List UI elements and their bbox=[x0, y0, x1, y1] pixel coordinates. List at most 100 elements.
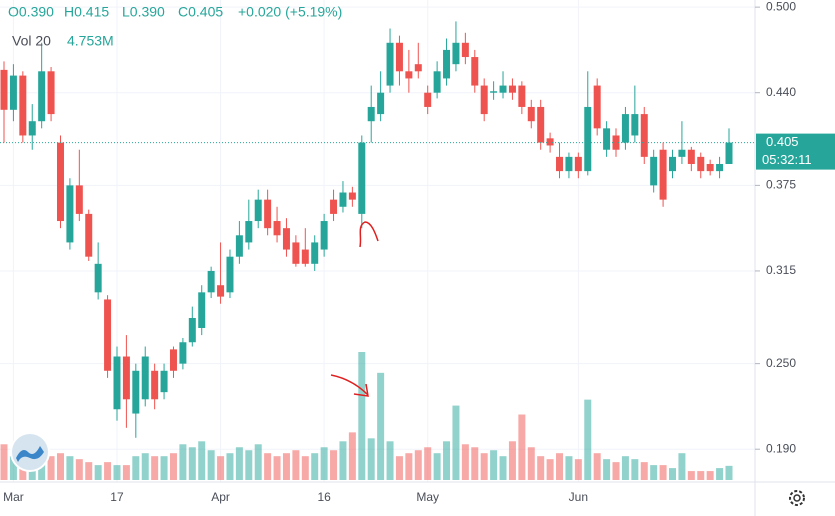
volume-bar bbox=[207, 450, 215, 480]
volume-bar bbox=[480, 453, 488, 480]
volume-bar bbox=[650, 465, 658, 480]
candle-body bbox=[330, 199, 338, 214]
candle-body bbox=[669, 156, 677, 172]
volume-bar bbox=[499, 456, 507, 480]
volume-bar bbox=[546, 459, 554, 480]
volume-bar bbox=[443, 441, 451, 480]
candle-body bbox=[687, 149, 695, 164]
candle-body bbox=[292, 242, 300, 264]
volume-bar bbox=[235, 447, 243, 480]
volume-bar bbox=[141, 453, 149, 480]
gear-outer[interactable] bbox=[789, 490, 805, 506]
candle-body bbox=[75, 185, 83, 214]
candle-body bbox=[706, 163, 714, 172]
candle-body bbox=[659, 149, 667, 200]
annotation-scribble bbox=[359, 221, 379, 248]
logo-circle[interactable] bbox=[10, 432, 50, 472]
volume-bar bbox=[386, 441, 394, 480]
last-price-box bbox=[756, 133, 835, 170]
candle-body bbox=[405, 71, 413, 79]
volume-bar bbox=[640, 462, 648, 480]
x-tick-label: 17 bbox=[110, 490, 124, 504]
y-tick-label: 0.500 bbox=[766, 0, 796, 13]
candle-body bbox=[113, 356, 121, 410]
volume-bar bbox=[160, 456, 168, 480]
volume-bar bbox=[245, 450, 253, 480]
candle-body bbox=[490, 91, 498, 93]
logo[interactable] bbox=[10, 432, 50, 472]
candle-body bbox=[433, 71, 441, 93]
volume-bar bbox=[273, 456, 281, 480]
volume-bar bbox=[414, 450, 422, 480]
header-open: O0.390 bbox=[8, 4, 54, 20]
candle-body bbox=[311, 242, 319, 264]
volume-bar bbox=[659, 465, 667, 480]
volume-bar bbox=[264, 453, 272, 480]
candle-body bbox=[245, 221, 253, 243]
volume-bar bbox=[725, 465, 733, 480]
candle-body bbox=[565, 156, 573, 172]
candle-layer bbox=[0, 21, 733, 438]
candle-body bbox=[593, 85, 601, 129]
volume-bar bbox=[358, 352, 366, 480]
candle-body bbox=[546, 138, 554, 146]
candle-body bbox=[499, 85, 507, 93]
settings-icon[interactable] bbox=[789, 490, 805, 506]
volume-bar bbox=[330, 450, 338, 480]
volume-bar bbox=[621, 456, 629, 480]
gear-inner[interactable] bbox=[793, 494, 801, 502]
volume-bar bbox=[113, 465, 121, 480]
volume-bar bbox=[217, 456, 225, 480]
candle-body bbox=[395, 42, 403, 72]
volume-bar bbox=[471, 447, 479, 480]
header: O0.390 H0.415 L0.390 C0.405 +0.020 (+5.1… bbox=[8, 4, 342, 49]
volume-bar bbox=[151, 456, 159, 480]
volume-bar bbox=[198, 441, 206, 480]
candle-body bbox=[348, 192, 356, 200]
volume-bar bbox=[282, 453, 290, 480]
volume-bar bbox=[424, 447, 432, 480]
header-low: L0.390 bbox=[122, 4, 165, 20]
volume-bar bbox=[104, 462, 112, 480]
candle-body bbox=[414, 64, 422, 72]
candle-body bbox=[301, 249, 309, 264]
volume-bar bbox=[66, 456, 74, 480]
candle-body bbox=[188, 318, 196, 343]
volume-bar bbox=[188, 447, 196, 480]
volume-value: 4.753M bbox=[67, 33, 114, 49]
volume-bar bbox=[612, 462, 620, 480]
candle-body bbox=[151, 370, 159, 400]
x-tick-label: Jun bbox=[569, 490, 588, 504]
candle-body bbox=[0, 69, 8, 110]
candle-body bbox=[169, 349, 177, 371]
last-price-label: 0.405 bbox=[766, 134, 799, 149]
candle-body bbox=[339, 192, 347, 207]
volume-bar bbox=[169, 453, 177, 480]
candle-body bbox=[556, 156, 564, 172]
logo-wave[interactable] bbox=[16, 446, 44, 462]
candle-body bbox=[207, 270, 215, 293]
candle-body bbox=[697, 156, 705, 172]
volume-bar bbox=[367, 438, 375, 480]
candle-body bbox=[678, 149, 686, 157]
candle-body bbox=[480, 85, 488, 115]
candle-body bbox=[66, 185, 74, 243]
candle-body bbox=[264, 199, 272, 229]
candle-body bbox=[631, 114, 639, 136]
candle-body bbox=[47, 71, 55, 115]
volume-bar bbox=[122, 465, 130, 480]
candle-body bbox=[38, 71, 46, 122]
candle-body bbox=[574, 156, 582, 172]
candle-body bbox=[19, 75, 27, 136]
volume-bar bbox=[405, 453, 413, 480]
volume-bar bbox=[706, 471, 714, 480]
volume-bar bbox=[339, 441, 347, 480]
candle-body bbox=[424, 92, 432, 107]
volume-bar bbox=[311, 453, 319, 480]
candle-body bbox=[621, 114, 629, 143]
y-tick-label: 0.250 bbox=[766, 356, 796, 370]
candle-body bbox=[104, 299, 112, 371]
candle-body bbox=[320, 221, 328, 250]
candle-body bbox=[122, 356, 130, 400]
